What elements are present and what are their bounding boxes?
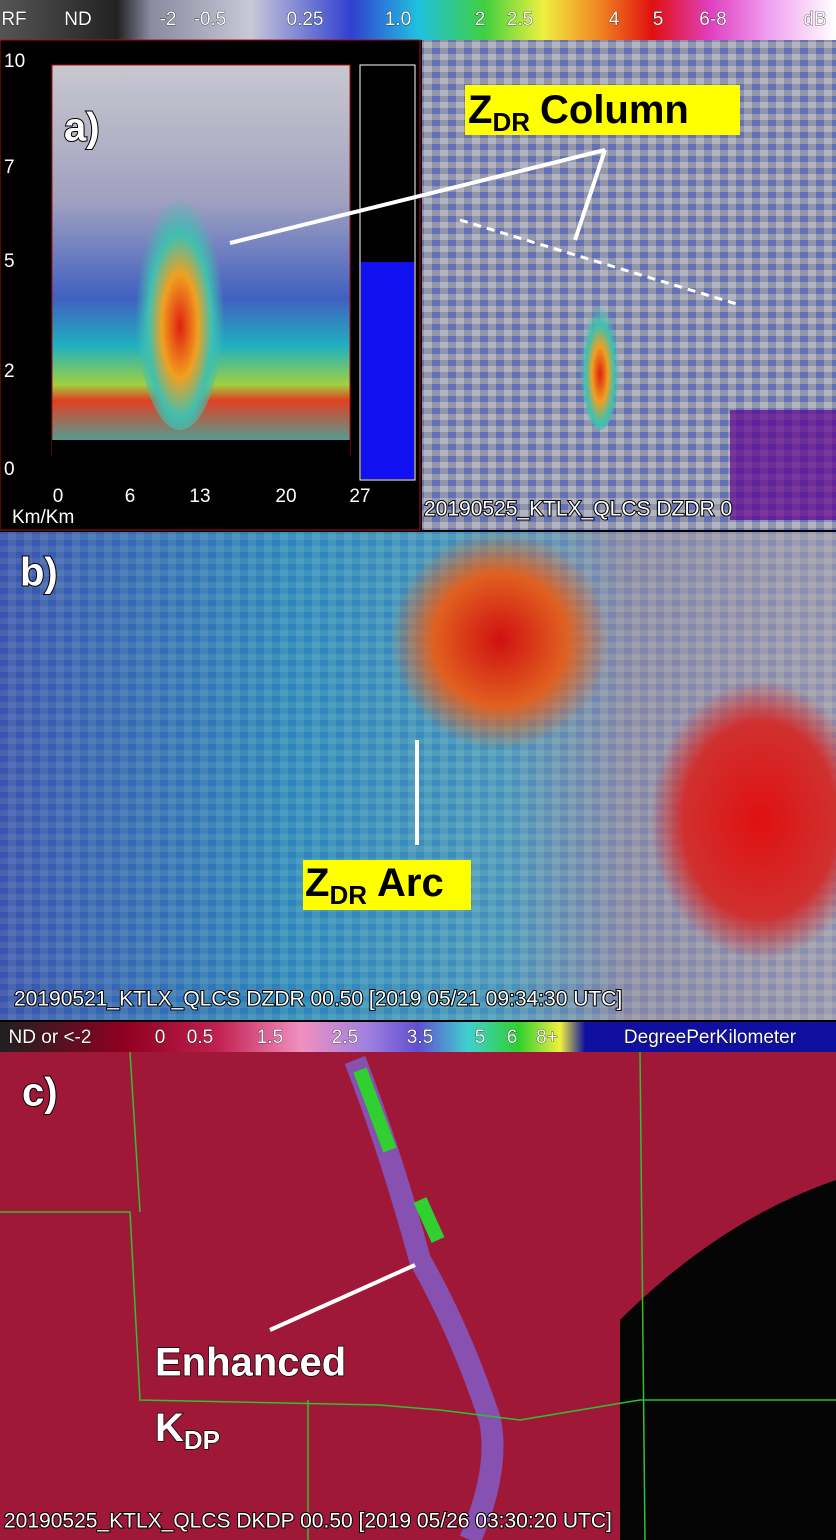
x-tick-label: 6 — [125, 486, 136, 507]
colorbar-label: 5 — [475, 1027, 486, 1048]
y-tick-label: 2 — [4, 361, 15, 382]
colorbar-label: 0 — [155, 1027, 166, 1048]
y-tick-label: 10 — [4, 51, 25, 72]
ppi-edge — [730, 410, 836, 520]
colorbar-label: 3.5 — [407, 1027, 433, 1048]
y-tick-label: 0 — [4, 459, 15, 480]
annotation: Enhanced — [155, 1341, 346, 1385]
colorbar-label: 0.5 — [187, 1027, 213, 1048]
colorbar-label: 1.0 — [385, 9, 411, 30]
caption: 20190525_KTLX_QLCS DZDR 0 — [424, 498, 732, 521]
colorbar-label: 6 — [507, 1027, 518, 1048]
x-unit: Km/Km — [12, 507, 74, 528]
zdr-column-rhi — [135, 170, 225, 430]
colorbar-label: 5 — [653, 9, 664, 30]
colorbar-label: RF — [1, 9, 26, 30]
panel-label: a) — [64, 106, 100, 150]
ground — [52, 440, 350, 478]
x-tick-label: 13 — [189, 486, 210, 507]
colorbar-label: dB — [803, 9, 826, 30]
colorbar-label: DegreePerKilometer — [624, 1027, 797, 1048]
colorbar-label: 2 — [475, 9, 486, 30]
colorbar-label: ND — [64, 9, 91, 30]
ppi-core — [580, 290, 620, 430]
panel-label: b) — [20, 551, 58, 595]
page: {"colorbar_top":{"labels":["RF","ND","-2… — [0, 0, 836, 1540]
colorbar-label: 2.5 — [507, 9, 533, 30]
colorbar-label: 8+ — [536, 1027, 558, 1048]
zdr-high — [390, 530, 610, 750]
height-bar-fill — [361, 262, 414, 479]
colorbar-label: -0.5 — [194, 9, 227, 30]
caption: 20190521_KTLX_QLCS DZDR 00.50 [2019 05/2… — [14, 988, 622, 1011]
colorbar-label: 1.5 — [257, 1027, 283, 1048]
colorbar-label: 6-8 — [699, 9, 726, 30]
figure: RFND-2-0.50.251.022.5456-8dB 10752006132… — [0, 0, 836, 1540]
x-tick-label: 0 — [53, 486, 64, 507]
colorbar-label: ND or <-2 — [9, 1027, 92, 1048]
panel-label: c) — [22, 1071, 58, 1115]
caption: 20190525_KTLX_QLCS DKDP 00.50 [2019 05/2… — [4, 1510, 612, 1533]
colorbar-label: 2.5 — [332, 1027, 358, 1048]
y-tick-label: 5 — [4, 251, 15, 272]
colorbar-label: 4 — [609, 9, 620, 30]
y-tick-label: 7 — [4, 157, 15, 178]
x-tick-label: 20 — [275, 486, 296, 507]
x-tick-label: 27 — [349, 486, 370, 507]
colorbar-label: 0.25 — [287, 9, 324, 30]
colorbar-label: -2 — [160, 9, 177, 30]
